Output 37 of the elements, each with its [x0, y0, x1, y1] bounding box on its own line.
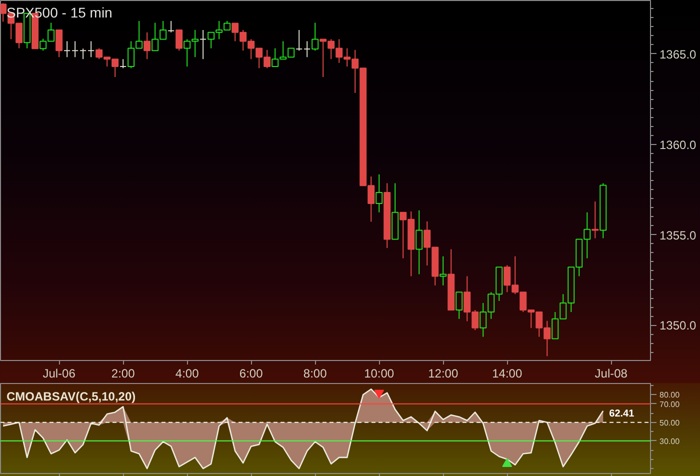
y-tick-label: 30.00 [660, 436, 680, 446]
y-tick-label: 1350.0 [660, 318, 697, 333]
y-tick-label: 70.00 [660, 400, 680, 409]
x-tick-label: Jul-06 [42, 366, 76, 380]
candlestick [120, 58, 127, 69]
candlestick [88, 40, 95, 58]
candlestick [296, 29, 303, 52]
chart-title: SPX500 - 15 min [6, 4, 112, 20]
y-tick-label: 80.00 [660, 390, 680, 400]
x-tick-label: 2:00 [111, 366, 136, 380]
candlestick [64, 40, 71, 58]
candlestick [376, 174, 383, 213]
candlestick [80, 48, 87, 60]
x-tick-label: 8:00 [303, 366, 328, 380]
x-tick-label: 10:00 [364, 366, 394, 380]
candlestick [392, 182, 399, 240]
candlestick [72, 40, 79, 58]
y-tick-label: 1365.0 [660, 47, 697, 62]
y-tick-label: 50.00 [660, 418, 680, 428]
x-tick-label: Jul-08 [594, 366, 628, 380]
data-label: 62.41 [609, 408, 635, 420]
y-tick-label: 1360.0 [660, 138, 697, 152]
candlestick [168, 20, 175, 33]
x-tick-label: 12:00 [428, 366, 458, 380]
candlestick [304, 40, 311, 58]
text: CMOABSAV(C,5,10,20) [6, 390, 136, 404]
candlestick [456, 292, 463, 320]
candlestick [200, 29, 207, 60]
x-tick-label: 14:00 [492, 366, 522, 380]
candlestick [440, 256, 447, 286]
candlestick [416, 210, 423, 275]
candlestick [144, 32, 151, 60]
x-tick-label: 6:00 [239, 366, 264, 380]
candlestick [56, 29, 63, 58]
x-tick-label: 4:00 [175, 366, 200, 380]
candlestick [176, 29, 183, 52]
y-tick-label: 1355.0 [660, 228, 697, 242]
